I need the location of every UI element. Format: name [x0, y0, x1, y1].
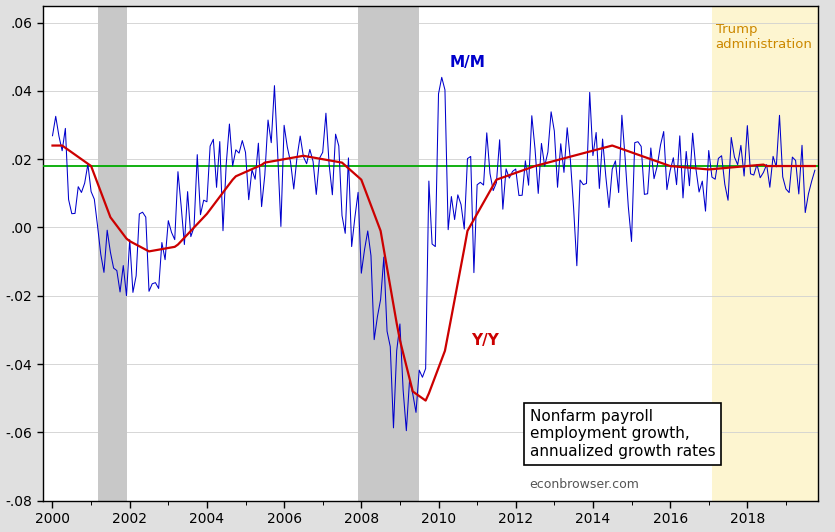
Bar	[98, 5, 127, 501]
Text: Y/Y: Y/Y	[471, 334, 499, 348]
Text: econbrowser.com: econbrowser.com	[529, 478, 640, 491]
Text: Trump
administration: Trump administration	[716, 23, 812, 51]
Bar	[358, 5, 419, 501]
Text: Nonfarm payroll
employment growth,
annualized growth rates: Nonfarm payroll employment growth, annua…	[529, 409, 716, 459]
Bar	[711, 5, 818, 501]
Text: M/M: M/M	[450, 55, 486, 70]
